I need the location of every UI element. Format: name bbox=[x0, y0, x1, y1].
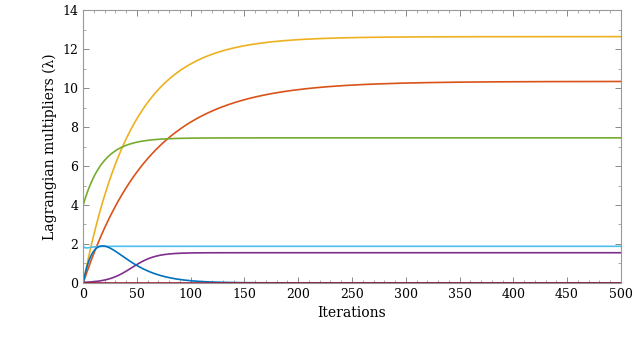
Y-axis label: Lagrangian multipliers (λ): Lagrangian multipliers (λ) bbox=[42, 53, 57, 240]
X-axis label: Iterations: Iterations bbox=[317, 306, 387, 320]
